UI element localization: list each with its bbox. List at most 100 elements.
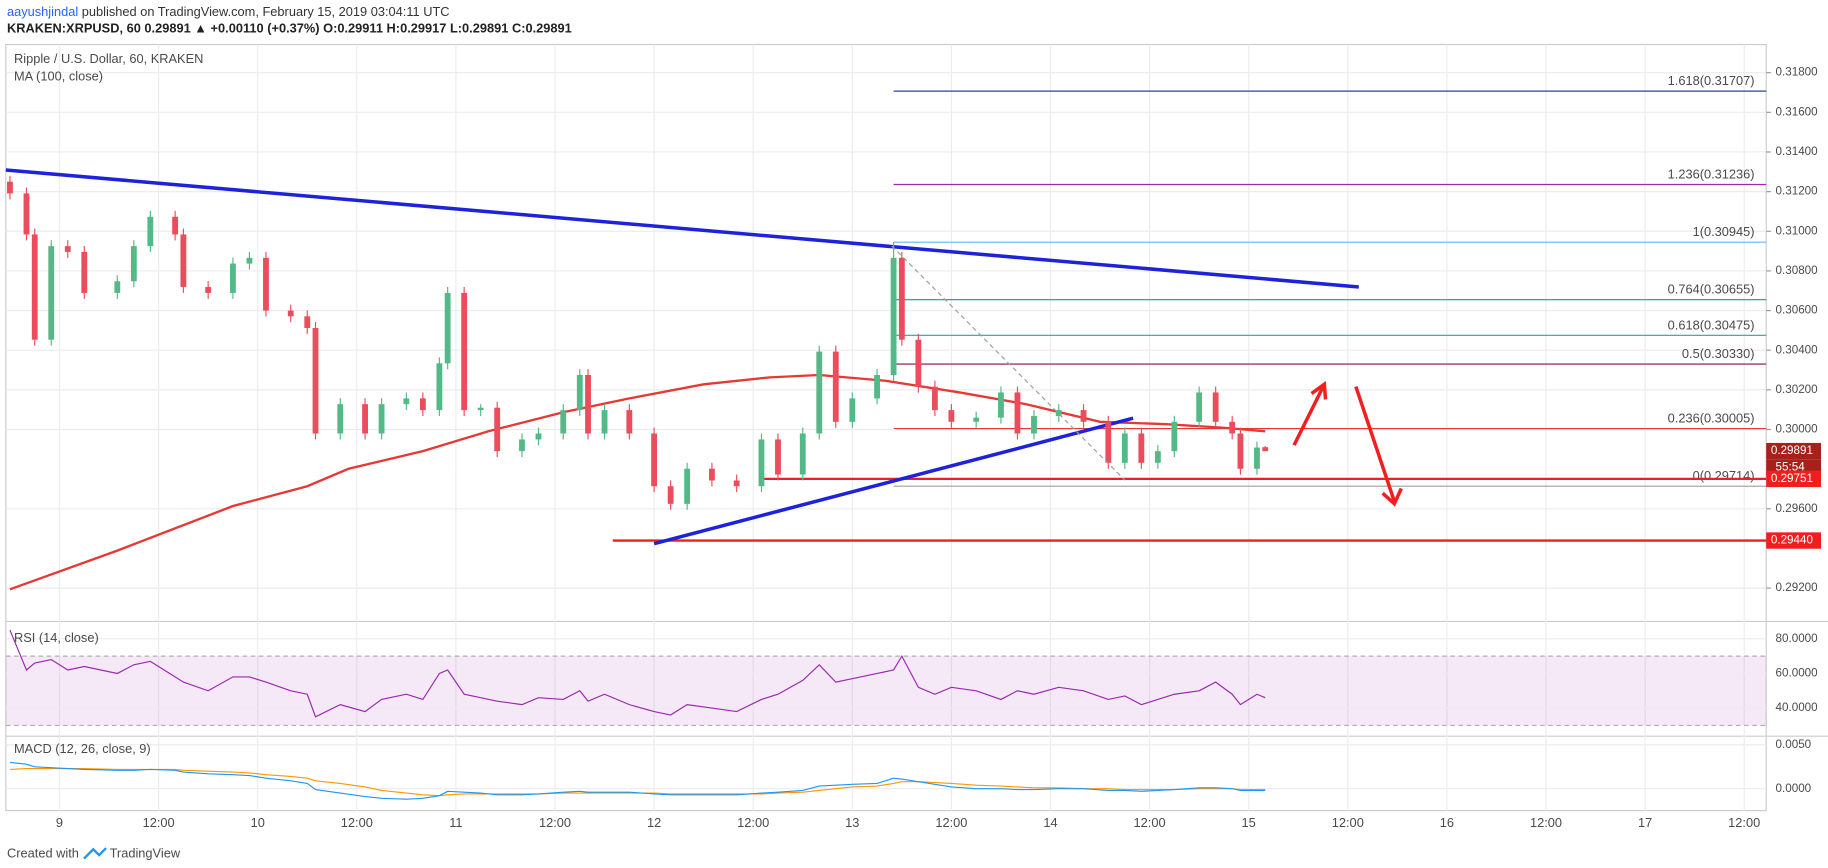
x-tick-label: 12:00 — [1728, 815, 1760, 830]
candle-body — [890, 257, 897, 376]
macd-legend: MACD (12, 26, close, 9) — [14, 741, 151, 756]
ma-legend: MA (100, close) — [14, 69, 103, 84]
candle-body — [973, 417, 980, 422]
symbol: KRAKEN:XRPUSD, 60 — [7, 21, 141, 36]
x-tick-label: 14 — [1043, 815, 1057, 830]
y-tick-label: 0.29200 — [1776, 581, 1819, 594]
rsi-tick-label: 60.0000 — [1776, 667, 1819, 680]
y-tick-label: 0.31200 — [1776, 185, 1819, 198]
x-tick-label: 12:00 — [341, 815, 373, 830]
x-tick-label: 12:00 — [737, 815, 769, 830]
candle-body — [337, 404, 344, 434]
candle-body — [1237, 433, 1244, 469]
candle-body — [287, 310, 294, 317]
rsi-band — [5, 656, 1767, 726]
price-tag — [1766, 532, 1822, 549]
rsi-line — [9, 629, 1266, 718]
fib-diagonal — [891, 245, 1126, 481]
candle-body — [81, 251, 88, 293]
arrow-down — [1354, 385, 1403, 507]
y-tick-label: 0.30200 — [1776, 383, 1819, 396]
candle-body — [263, 257, 269, 311]
candle-body — [1254, 447, 1260, 469]
candle-body — [1055, 410, 1062, 417]
candle-body — [898, 257, 905, 340]
fib-label: 1.618(0.31707) — [1668, 73, 1755, 88]
ohlc: O:0.29911 — [323, 21, 383, 36]
x-tick-label: 15 — [1242, 815, 1256, 830]
y-tick-label: 0.30400 — [1776, 343, 1819, 356]
x-tick-label: 9 — [56, 815, 63, 830]
candle-body — [64, 246, 71, 252]
candle-body — [147, 216, 154, 247]
candle-body — [444, 292, 451, 364]
fib-label: 0.5(0.30330) — [1682, 346, 1755, 361]
y-tick-label: 0.29600 — [1776, 502, 1819, 515]
fib-label: 0.618(0.30475) — [1668, 317, 1755, 332]
rsi-legend: RSI (14, close) — [14, 630, 99, 645]
macd-tick-label: 0.0050 — [1776, 738, 1812, 751]
candle-body — [419, 398, 426, 411]
candle-body — [172, 216, 179, 235]
logo — [83, 847, 107, 860]
candle-body — [436, 363, 443, 411]
author[interactable]: aayushjindal — [7, 4, 78, 19]
x-tick-label: 12:00 — [1530, 815, 1562, 830]
y-tick-label: 0.30600 — [1776, 304, 1819, 317]
symbol-line: KRAKEN:XRPUSD, 60 0.29891 ▲ +0.00110 (+0… — [7, 21, 572, 36]
ohlc: H:0.29917 — [387, 21, 447, 36]
y-tick-label: 0.30800 — [1776, 264, 1819, 277]
candle-body — [1105, 421, 1112, 463]
candle-body — [708, 468, 715, 481]
candle-body — [378, 404, 385, 434]
plot: 9 12:00 10 12:00 11 12:00 12 12:00 13 12:00 14 12:0… — [5, 44, 1822, 830]
x-tick-label: 13 — [845, 815, 859, 830]
x-tick-label: 17 — [1638, 815, 1652, 830]
candle-body — [1080, 410, 1087, 422]
x-tick-label: 12 — [647, 815, 661, 830]
candle-body — [48, 246, 55, 340]
candle-body — [816, 351, 823, 434]
footer-brand[interactable]: TradingView — [110, 845, 181, 860]
price-tag-label: 0.29440 — [1771, 534, 1814, 547]
x-tick-label: 10 — [251, 815, 265, 830]
candle-body — [931, 386, 938, 411]
candle-body — [246, 257, 253, 264]
candle-body — [915, 339, 922, 387]
candle-body — [832, 351, 839, 422]
x-tick-label: 12:00 — [539, 815, 571, 830]
candle-body — [998, 392, 1004, 418]
candle-body — [626, 410, 633, 434]
candle-body — [667, 486, 674, 504]
macd-tick-label: 0.0000 — [1776, 782, 1812, 795]
rsi-tick-label: 80.0000 — [1776, 632, 1819, 645]
candle-body — [874, 375, 880, 399]
candle-body — [1014, 392, 1021, 434]
candle-body — [651, 433, 658, 487]
candle-body — [31, 234, 38, 340]
candle-body — [1171, 421, 1178, 452]
candle-body — [849, 398, 856, 422]
candle-body — [304, 316, 311, 329]
frame — [5, 43, 1767, 812]
candle-body — [477, 407, 484, 411]
candle-body — [23, 193, 30, 235]
candle-body — [585, 375, 591, 434]
x-tick-label: 12:00 — [935, 815, 967, 830]
y-tick-label: 0.31800 — [1776, 66, 1819, 79]
candle-body — [362, 404, 368, 434]
candle-body — [1031, 416, 1037, 434]
candle-body — [1154, 451, 1161, 463]
candle-body — [948, 410, 955, 422]
candle-body — [461, 292, 468, 411]
candle-body — [1196, 392, 1203, 422]
price-tag — [1766, 442, 1822, 460]
candle-body — [1212, 392, 1219, 422]
candle-body — [1138, 433, 1145, 463]
candle-body — [494, 407, 501, 452]
y-tick-label: 0.30000 — [1776, 423, 1819, 436]
fib-label: 0(0.29714) — [1693, 468, 1755, 483]
candle-body — [312, 328, 319, 434]
